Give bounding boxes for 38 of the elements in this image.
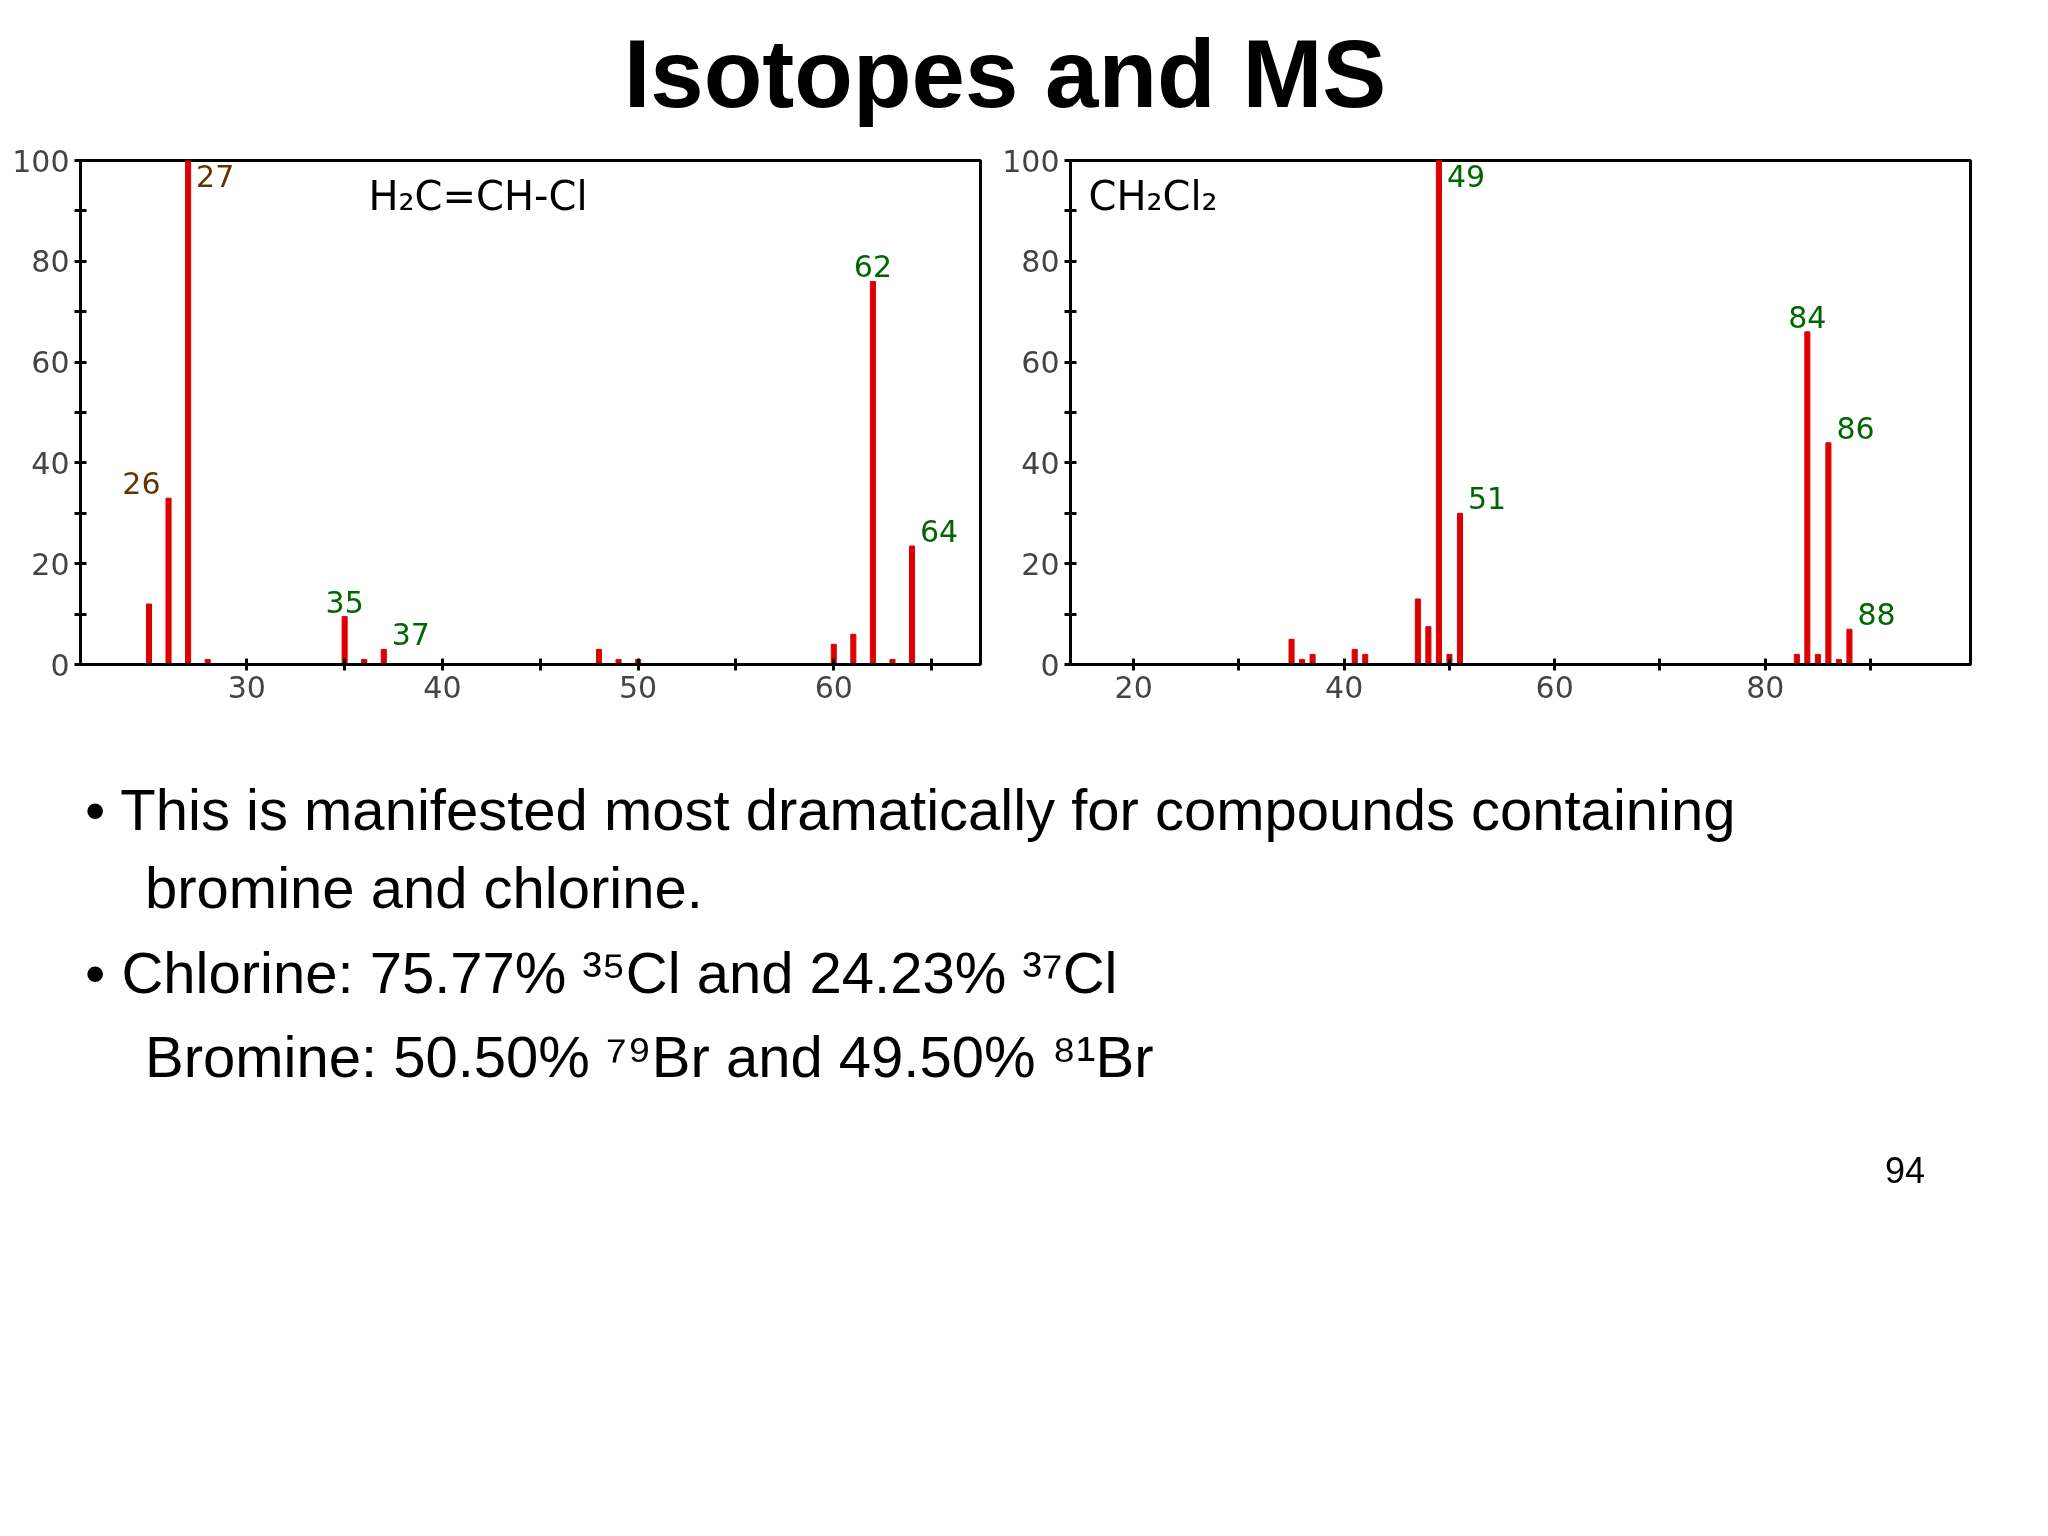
y-tick-label: 100 [12, 143, 70, 179]
x-tick-label: 60 [814, 669, 853, 705]
text: • This is manifested most dramatically for compounds containing bromine and chlorine. [85, 776, 1737, 923]
annotation: CH₂Cl₂ [1088, 172, 1218, 219]
chart-title: Isotopes and MS [622, 19, 1388, 129]
text: 94 [1883, 1149, 1925, 1193]
annotation: 62 [853, 249, 892, 285]
y-tick-label: 60 [31, 345, 70, 381]
y-tick-label: 0 [1040, 647, 1060, 683]
y-tick-label: 20 [1021, 546, 1060, 582]
text: Bromine: 50.50% ⁷⁹Br and 49.50% ⁸¹Br [145, 1022, 1155, 1091]
y-tick-label: 60 [1021, 345, 1060, 381]
annotation: 27 [196, 158, 235, 194]
x-tick-label: 40 [1325, 669, 1364, 705]
x-tick-label: 30 [227, 669, 266, 705]
annotation: 88 [1857, 597, 1896, 633]
x-tick-label: 60 [1535, 669, 1574, 705]
x-tick-label: 40 [423, 669, 462, 705]
y-tick-label: 80 [31, 244, 70, 280]
annotation: 37 [391, 617, 430, 653]
annotation: 84 [1788, 299, 1827, 335]
annotation: 64 [920, 514, 959, 550]
y-tick-label: 0 [50, 647, 70, 683]
y-tick-label: 40 [1021, 445, 1060, 481]
y-tick-label: 40 [31, 445, 70, 481]
y-tick-label: 100 [1002, 143, 1060, 179]
x-tick-label: 20 [1114, 669, 1153, 705]
y-tick-label: 80 [1021, 244, 1060, 280]
annotation: 49 [1446, 158, 1486, 194]
annotation: 26 [122, 466, 161, 502]
annotation: 35 [325, 584, 364, 620]
annotation: 86 [1836, 410, 1875, 446]
x-tick-label: 50 [619, 669, 658, 705]
text: • Chlorine: 75.77% ³⁵Cl and 24.23% ³⁷Cl [85, 938, 1119, 1007]
y-tick-label: 20 [31, 546, 70, 582]
annotation: H₂C=CH-Cl [368, 172, 588, 219]
x-tick-label: 80 [1746, 669, 1785, 705]
annotation: 51 [1467, 481, 1507, 517]
